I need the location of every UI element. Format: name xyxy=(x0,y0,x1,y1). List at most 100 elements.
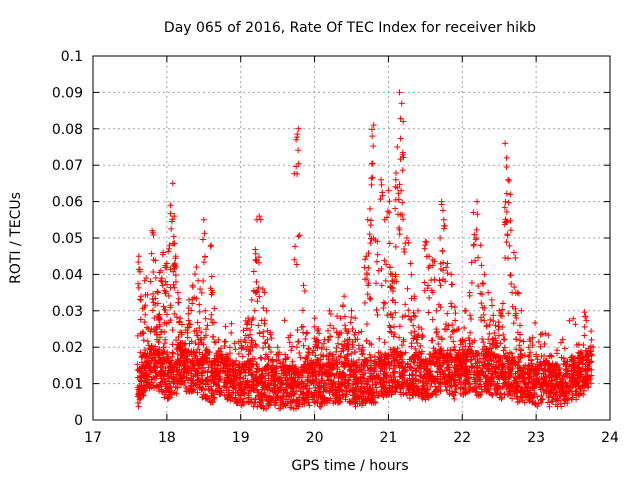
data-point xyxy=(256,254,263,261)
data-point xyxy=(517,337,524,344)
data-point xyxy=(303,330,310,337)
data-point xyxy=(478,317,485,324)
background-point xyxy=(237,392,244,399)
background-point xyxy=(184,353,191,360)
data-point xyxy=(341,313,348,320)
data-point xyxy=(507,227,514,234)
y-tick-label: 0.05 xyxy=(52,231,83,247)
data-point xyxy=(295,125,302,132)
data-point xyxy=(439,248,446,255)
data-point xyxy=(261,339,268,346)
background-point xyxy=(199,393,206,400)
background-point xyxy=(241,390,248,397)
data-point xyxy=(141,277,148,284)
data-point xyxy=(248,296,255,303)
background-point xyxy=(154,347,161,354)
data-point xyxy=(295,147,302,154)
background-point xyxy=(240,401,247,408)
data-point xyxy=(298,324,305,331)
x-tick-label: 23 xyxy=(527,430,545,446)
background-point xyxy=(156,382,163,389)
background-point xyxy=(452,317,459,324)
background-point xyxy=(173,337,180,344)
data-point xyxy=(440,216,447,223)
data-point xyxy=(150,269,157,276)
background-point xyxy=(173,390,180,397)
data-point xyxy=(268,335,275,342)
data-point xyxy=(495,319,502,326)
data-point xyxy=(302,336,309,343)
background-point xyxy=(251,399,258,406)
background-point xyxy=(171,361,178,368)
data-point xyxy=(395,196,402,203)
background-point xyxy=(163,382,170,389)
data-point xyxy=(433,307,440,314)
background-point xyxy=(264,365,271,372)
data-point xyxy=(433,326,440,333)
background-point xyxy=(547,352,554,359)
background-point xyxy=(228,329,235,336)
background-point xyxy=(191,349,198,356)
background-point xyxy=(227,365,234,372)
y-tick-label: 0.06 xyxy=(52,195,83,211)
background-point xyxy=(260,344,267,351)
background-point xyxy=(467,329,474,336)
data-point xyxy=(396,89,403,96)
data-point xyxy=(398,100,405,107)
background-point xyxy=(581,323,588,330)
data-point xyxy=(402,301,409,308)
background-point xyxy=(231,340,238,347)
data-point xyxy=(499,313,506,320)
background-point xyxy=(173,384,180,391)
data-point xyxy=(347,319,354,326)
background-point xyxy=(257,396,264,403)
background-point xyxy=(161,378,168,385)
background-point xyxy=(257,354,264,361)
data-point xyxy=(392,205,399,212)
data-point xyxy=(387,264,394,271)
data-point xyxy=(444,270,451,277)
data-point xyxy=(137,296,144,303)
data-point xyxy=(324,327,331,334)
background-point xyxy=(253,343,260,350)
background-point xyxy=(264,336,271,343)
background-point xyxy=(367,357,374,364)
data-point xyxy=(468,316,475,323)
background-point xyxy=(162,357,169,364)
data-point xyxy=(505,176,512,183)
data-point xyxy=(392,243,399,250)
data-point xyxy=(512,254,519,261)
data-point xyxy=(154,289,161,296)
data-point xyxy=(250,268,257,275)
background-point xyxy=(583,317,590,324)
data-point xyxy=(399,199,406,206)
background-point xyxy=(226,350,233,357)
background-point xyxy=(236,361,243,368)
data-point xyxy=(437,235,444,241)
background-point xyxy=(183,356,190,363)
background-point xyxy=(295,338,302,345)
background-point xyxy=(581,332,588,339)
y-tick-label: 0 xyxy=(74,413,83,429)
y-tick-label: 0.02 xyxy=(52,340,83,356)
data-point xyxy=(365,264,372,271)
data-point xyxy=(508,280,515,287)
data-point xyxy=(403,235,410,241)
background-point xyxy=(216,388,223,395)
data-point xyxy=(394,144,401,150)
data-point xyxy=(405,307,412,314)
background-point xyxy=(168,357,175,364)
background-point xyxy=(288,347,295,354)
background-point xyxy=(251,387,258,394)
data-point xyxy=(470,242,477,249)
background-point xyxy=(198,370,205,377)
background-point xyxy=(162,365,169,372)
background-point xyxy=(236,399,243,406)
data-point xyxy=(293,136,300,143)
background-point xyxy=(281,317,288,324)
data-point xyxy=(334,340,341,347)
background-point xyxy=(542,330,549,337)
data-point xyxy=(503,190,510,197)
background-point xyxy=(135,403,142,410)
data-point xyxy=(481,271,488,278)
